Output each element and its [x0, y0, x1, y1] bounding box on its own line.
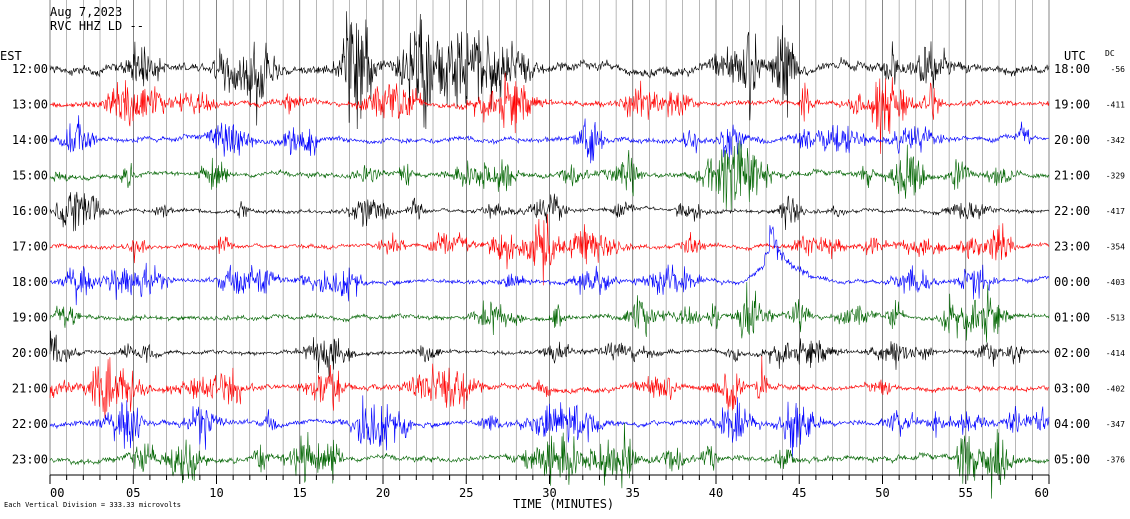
trace-1400 — [49, 115, 1049, 164]
est-time-label: 20:00 — [12, 346, 48, 360]
trace-2200 — [49, 395, 1050, 458]
x-tick-label: 10 — [209, 486, 223, 500]
minute-gridlines — [49, 0, 1050, 475]
x-tick-label: 60 — [1035, 486, 1049, 500]
x-tick-label: 50 — [875, 486, 889, 500]
x-tick-label: 20 — [376, 486, 390, 500]
est-time-label: 22:00 — [12, 417, 48, 431]
dc-offset-label: -376 — [1106, 456, 1125, 465]
utc-time-label: 04:00 — [1054, 417, 1090, 431]
utc-time-label: 03:00 — [1054, 382, 1090, 396]
utc-time-label: 05:00 — [1054, 453, 1090, 467]
x-tick-label: 55 — [959, 486, 973, 500]
est-time-label: 13:00 — [12, 98, 48, 112]
seismogram-traces — [49, 11, 1050, 499]
x-tick-label: 00 — [50, 486, 64, 500]
dc-offset-label: -403 — [1106, 278, 1125, 287]
x-axis-label: TIME (MINUTES) — [513, 497, 614, 511]
time-axis: 00 05 10 15 20 25 30 35 40 45 50 55 60 — [49, 474, 1050, 500]
dc-offset-label: -402 — [1106, 385, 1125, 394]
dc-offset-label: -329 — [1106, 172, 1125, 181]
trace-2100 — [49, 355, 1050, 419]
est-time-label: 19:00 — [12, 311, 48, 325]
row-labels: 12:00 18:00 -56 13:00 19:00 -411 14:00 20:00 -34… — [12, 62, 1125, 467]
x-tick-label: 30 — [542, 486, 556, 500]
utc-time-label: 02:00 — [1054, 346, 1090, 360]
dc-header: DC — [1105, 49, 1115, 58]
utc-time-label: 20:00 — [1054, 133, 1090, 147]
dc-offset-label: -513 — [1106, 314, 1125, 323]
header-date: Aug 7,2023 — [50, 5, 122, 19]
est-time-label: 23:00 — [12, 453, 48, 467]
utc-time-label: 01:00 — [1054, 311, 1090, 325]
dc-offset-label: -417 — [1106, 207, 1125, 216]
right-axis-title: UTC — [1064, 49, 1086, 63]
dc-offset-label: -347 — [1106, 420, 1125, 429]
utc-time-label: 00:00 — [1054, 275, 1090, 289]
est-time-label: 14:00 — [12, 133, 48, 147]
dc-offset-label: -342 — [1106, 136, 1125, 145]
trace-1700 — [49, 214, 1050, 286]
dc-offset-label: -414 — [1106, 349, 1125, 358]
dc-offset-label: -354 — [1106, 243, 1125, 252]
x-tick-label: 05 — [126, 486, 140, 500]
utc-time-label: 19:00 — [1054, 98, 1090, 112]
est-time-label: 18:00 — [12, 275, 48, 289]
trace-2300 — [49, 422, 1050, 499]
dc-offset-label: -411 — [1106, 101, 1125, 110]
trace-1200 — [49, 11, 1050, 130]
scale-note: Each Vertical Division = 333.33 microvol… — [4, 501, 181, 509]
trace-1900 — [49, 282, 1050, 343]
trace-1600 — [49, 191, 1050, 232]
x-tick-label: 40 — [709, 486, 723, 500]
dc-offset-label: -56 — [1111, 65, 1126, 74]
est-time-label: 21:00 — [12, 382, 48, 396]
x-tick-label: 35 — [626, 486, 640, 500]
utc-time-label: 18:00 — [1054, 62, 1090, 76]
x-tick-label: 15 — [293, 486, 307, 500]
left-axis-title: EST — [0, 49, 22, 63]
utc-time-label: 22:00 — [1054, 204, 1090, 218]
est-time-label: 15:00 — [12, 169, 48, 183]
trace-1500 — [49, 140, 1050, 212]
utc-time-label: 23:00 — [1054, 240, 1090, 254]
trace-2000 — [49, 330, 1050, 377]
trace-1300 — [50, 72, 1050, 154]
trace-1800 — [49, 225, 1050, 306]
est-time-label: 17:00 — [12, 240, 48, 254]
utc-time-label: 21:00 — [1054, 169, 1090, 183]
x-tick-label: 45 — [792, 486, 806, 500]
header-station: RVC HHZ LD -- — [50, 19, 144, 33]
est-time-label: 16:00 — [12, 204, 48, 218]
x-tick-label: 25 — [459, 486, 473, 500]
est-time-label: 12:00 — [12, 62, 48, 76]
